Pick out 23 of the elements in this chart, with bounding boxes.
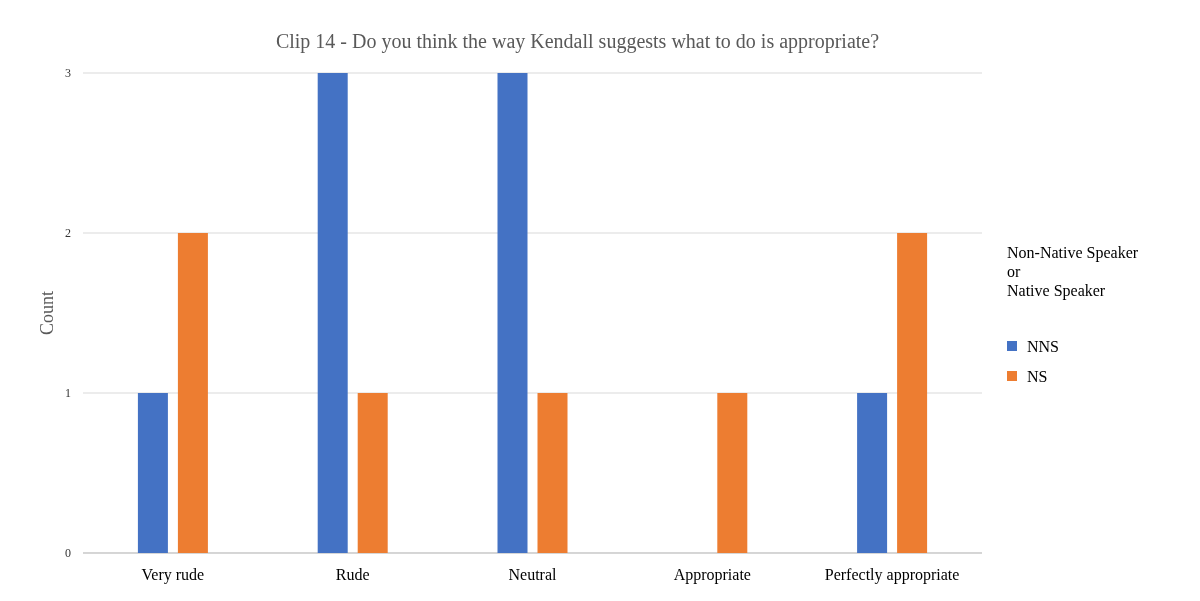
chart-title: Clip 14 - Do you think the way Kendall suggests what to do is appropriate? [275, 30, 880, 53]
x-tick-label: Neutral [508, 566, 558, 583]
bar [137, 393, 168, 553]
legend-label: NNS [1027, 337, 1060, 355]
x-tick-label: Very rude [141, 566, 205, 584]
bar [317, 73, 348, 553]
legend-title: Non-Native Speaker or Native Speaker [1007, 244, 1139, 300]
x-tick-label: Perfectly appropriate [824, 566, 960, 584]
x-tick-label: Appropriate [673, 566, 751, 584]
bar [537, 393, 568, 553]
bar [857, 393, 888, 553]
y-axis-title: Count [37, 290, 57, 336]
legend-label: NS [1027, 367, 1048, 385]
bar [177, 233, 208, 553]
x-tick-label: Rude [335, 566, 370, 583]
bar [717, 393, 748, 553]
y-tick-label: 0 [65, 546, 71, 561]
bar [357, 393, 388, 553]
y-tick-label: 1 [65, 386, 71, 401]
y-tick-label: 3 [65, 66, 71, 81]
bar [897, 233, 928, 553]
bar [497, 73, 528, 553]
y-tick-label: 2 [65, 226, 71, 241]
